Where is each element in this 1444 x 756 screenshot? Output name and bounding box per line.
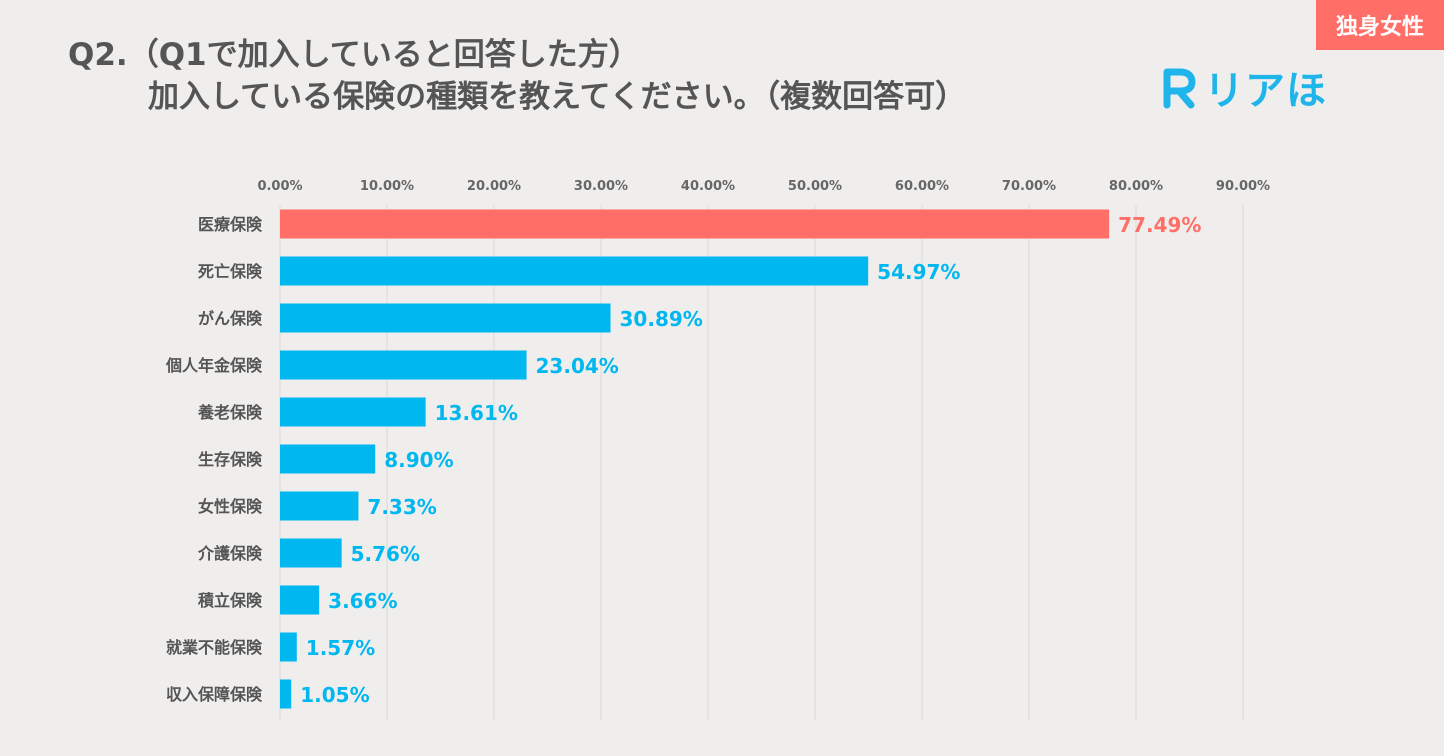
- x-tick-label: 70.00%: [1002, 179, 1056, 194]
- x-tick-label: 50.00%: [788, 179, 842, 194]
- category-label: 医療保険: [198, 215, 263, 234]
- x-axis-ticks: 0.00% 10.00% 20.00% 30.00% 40.00% 50.00% 60.00…: [257, 179, 1270, 194]
- brand-logo: リアほ: [1158, 58, 1327, 116]
- bar: [280, 491, 359, 521]
- data-label: 54.97%: [877, 260, 960, 284]
- bar: [280, 585, 320, 615]
- title-line-1: Q2.（Q1で加入していると回答した方）: [68, 37, 640, 73]
- category-label: 個人年金保険: [165, 356, 263, 375]
- data-label: 1.57%: [306, 636, 375, 660]
- data-labels: 77.49% 54.97% 30.89%23.04% 13.61% 8.90% 7.33%…: [300, 213, 1201, 707]
- bar: [280, 350, 527, 380]
- x-tick-label: 90.00%: [1216, 179, 1270, 194]
- bar: [280, 303, 611, 333]
- x-tick-label: 30.00%: [574, 179, 628, 194]
- data-label: 77.49%: [1118, 213, 1201, 237]
- bar: [280, 632, 297, 662]
- data-label: 1.05%: [300, 683, 369, 707]
- category-labels: 医療保険死亡保険がん保険個人年金保険養老保険生存保険女性保険介護保険積立保険就業…: [165, 215, 263, 704]
- data-label: 30.89%: [620, 307, 703, 331]
- x-tick-label: 80.00%: [1109, 179, 1163, 194]
- respondent-group-label: 独身女性: [1335, 15, 1424, 40]
- logo-r-icon: [1163, 68, 1196, 109]
- category-label: 生存保険: [198, 450, 263, 469]
- category-label: 就業不能保険: [166, 638, 263, 657]
- bars: [280, 209, 1110, 709]
- category-label: 死亡保険: [198, 262, 263, 281]
- category-label: 養老保険: [197, 403, 263, 422]
- bar: [280, 679, 292, 709]
- data-label: 23.04%: [536, 354, 619, 378]
- x-tick-label: 60.00%: [895, 179, 949, 194]
- respondent-group-tag: 独身女性: [1316, 0, 1444, 50]
- bar: [280, 397, 426, 427]
- data-label: 5.76%: [351, 542, 420, 566]
- logo-text: リアほ: [1204, 68, 1327, 114]
- x-tick-label: 10.00%: [360, 179, 414, 194]
- category-label: 女性保険: [198, 497, 263, 516]
- page-title: Q2.（Q1で加入していると回答した方） 加入している保険の種類を教えてください…: [68, 34, 966, 118]
- bar: [280, 256, 869, 286]
- x-tick-label: 20.00%: [467, 179, 521, 194]
- category-label: 介護保険: [197, 544, 263, 563]
- bar: [280, 538, 342, 568]
- data-label: 13.61%: [435, 401, 518, 425]
- data-label: 7.33%: [367, 495, 436, 519]
- bar: [280, 209, 1110, 239]
- x-tick-label: 40.00%: [681, 179, 735, 194]
- title-line-2: 加入している保険の種類を教えてください。（複数回答可）: [148, 79, 967, 115]
- bar: [280, 444, 376, 474]
- data-label: 3.66%: [328, 589, 397, 613]
- category-label: 収入保障保険: [166, 685, 263, 704]
- category-label: 積立保険: [197, 591, 263, 610]
- data-label: 8.90%: [384, 448, 453, 472]
- category-label: がん保険: [198, 309, 263, 328]
- x-tick-label: 0.00%: [257, 179, 302, 194]
